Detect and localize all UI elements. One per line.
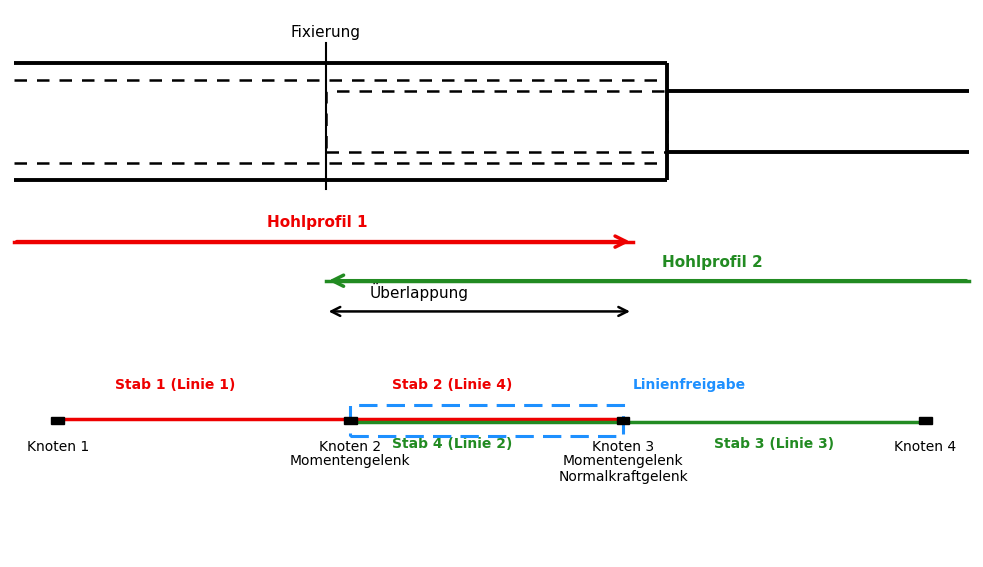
Text: Stab 3 (Linie 3): Stab 3 (Linie 3) bbox=[714, 437, 835, 451]
Text: Fixierung: Fixierung bbox=[291, 26, 361, 40]
Text: Knoten 4: Knoten 4 bbox=[895, 440, 956, 454]
Text: Knoten 1: Knoten 1 bbox=[27, 440, 88, 454]
Text: Hohlprofil 2: Hohlprofil 2 bbox=[663, 255, 763, 269]
Bar bbox=[344, 417, 357, 424]
Text: Momentengelenk: Momentengelenk bbox=[562, 454, 683, 468]
Text: Stab 4 (Linie 2): Stab 4 (Linie 2) bbox=[392, 437, 513, 451]
Bar bbox=[350, 405, 623, 436]
Text: Knoten 2: Knoten 2 bbox=[319, 440, 381, 454]
Text: Stab 2 (Linie 4): Stab 2 (Linie 4) bbox=[392, 378, 513, 392]
Text: Linienfreigabe: Linienfreigabe bbox=[633, 378, 746, 392]
Bar bbox=[616, 417, 629, 424]
Bar bbox=[919, 417, 932, 424]
Bar bbox=[51, 417, 64, 424]
Text: Überlappung: Überlappung bbox=[370, 284, 469, 302]
Text: Normalkraftgelenk: Normalkraftgelenk bbox=[558, 469, 688, 484]
Text: Stab 1 (Linie 1): Stab 1 (Linie 1) bbox=[115, 378, 235, 392]
Text: Momentengelenk: Momentengelenk bbox=[290, 454, 411, 468]
Text: Hohlprofil 1: Hohlprofil 1 bbox=[267, 215, 368, 230]
Text: Knoten 3: Knoten 3 bbox=[592, 440, 654, 454]
Bar bbox=[325, 91, 666, 152]
